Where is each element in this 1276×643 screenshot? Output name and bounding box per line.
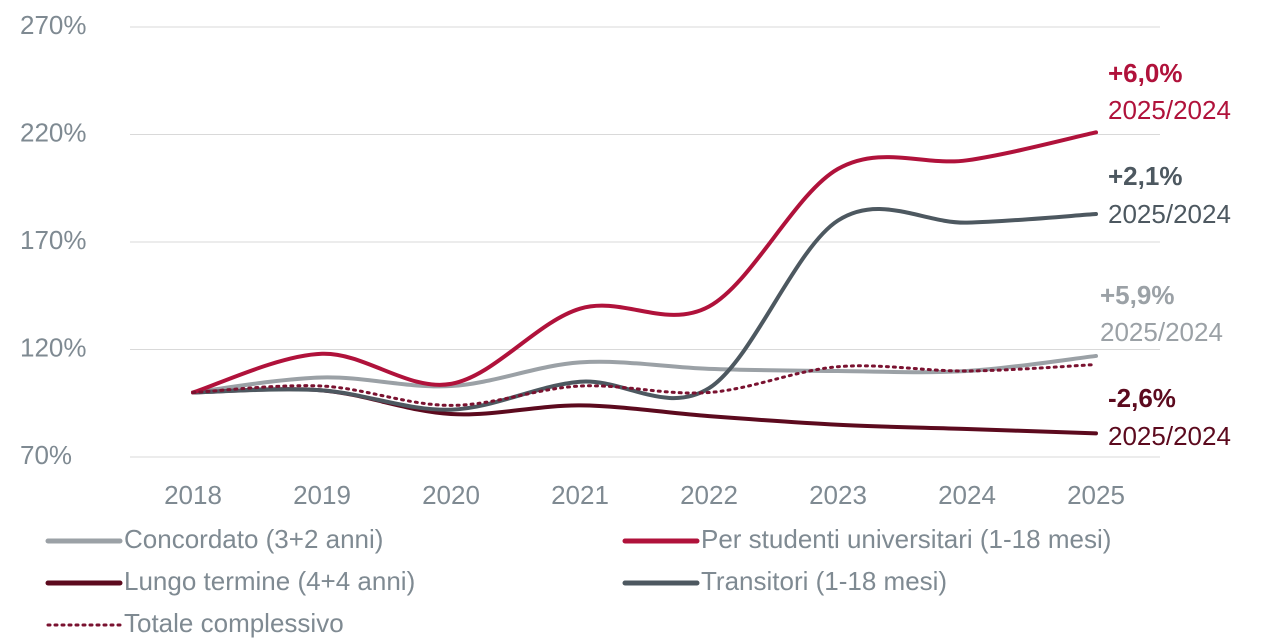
- legend-label: Concordato (3+2 anni): [124, 524, 383, 554]
- x-tick-label: 2020: [422, 480, 480, 510]
- annotation-period: 2025/2024: [1108, 421, 1231, 451]
- annotation-period: 2025/2024: [1100, 317, 1223, 347]
- y-tick-label: 220%: [20, 117, 87, 147]
- x-tick-label: 2021: [551, 480, 609, 510]
- series-line: [191, 206, 1098, 412]
- annotation-period: 2025/2024: [1108, 95, 1231, 125]
- annotation-period: 2025/2024: [1108, 199, 1231, 229]
- x-tick-label: 2023: [809, 480, 867, 510]
- x-tick-label: 2018: [164, 480, 222, 510]
- x-tick-label: 2025: [1067, 480, 1125, 510]
- x-tick-label: 2022: [680, 480, 738, 510]
- series-line: [191, 353, 1098, 395]
- legend-label: Transitori (1-18 mesi): [701, 566, 947, 596]
- annotation-change: +2,1%: [1108, 161, 1182, 191]
- legend-label: Totale complessivo: [124, 608, 344, 638]
- series-line: [191, 387, 1098, 436]
- y-tick-label: 270%: [20, 10, 87, 40]
- series-line: [191, 363, 1098, 407]
- series-line: [191, 130, 1098, 395]
- y-tick-label: 120%: [20, 332, 87, 362]
- y-tick-label: 70%: [20, 440, 72, 470]
- y-tick-label: 170%: [20, 225, 87, 255]
- x-tick-label: 2019: [293, 480, 351, 510]
- annotation-change: +5,9%: [1100, 280, 1174, 310]
- x-tick-label: 2024: [938, 480, 996, 510]
- annotation-change: -2,6%: [1108, 383, 1176, 413]
- legend-label: Lungo termine (4+4 anni): [124, 566, 415, 596]
- annotation-change: +6,0%: [1108, 58, 1182, 88]
- legend-label: Per studenti universitari (1-18 mesi): [701, 524, 1111, 554]
